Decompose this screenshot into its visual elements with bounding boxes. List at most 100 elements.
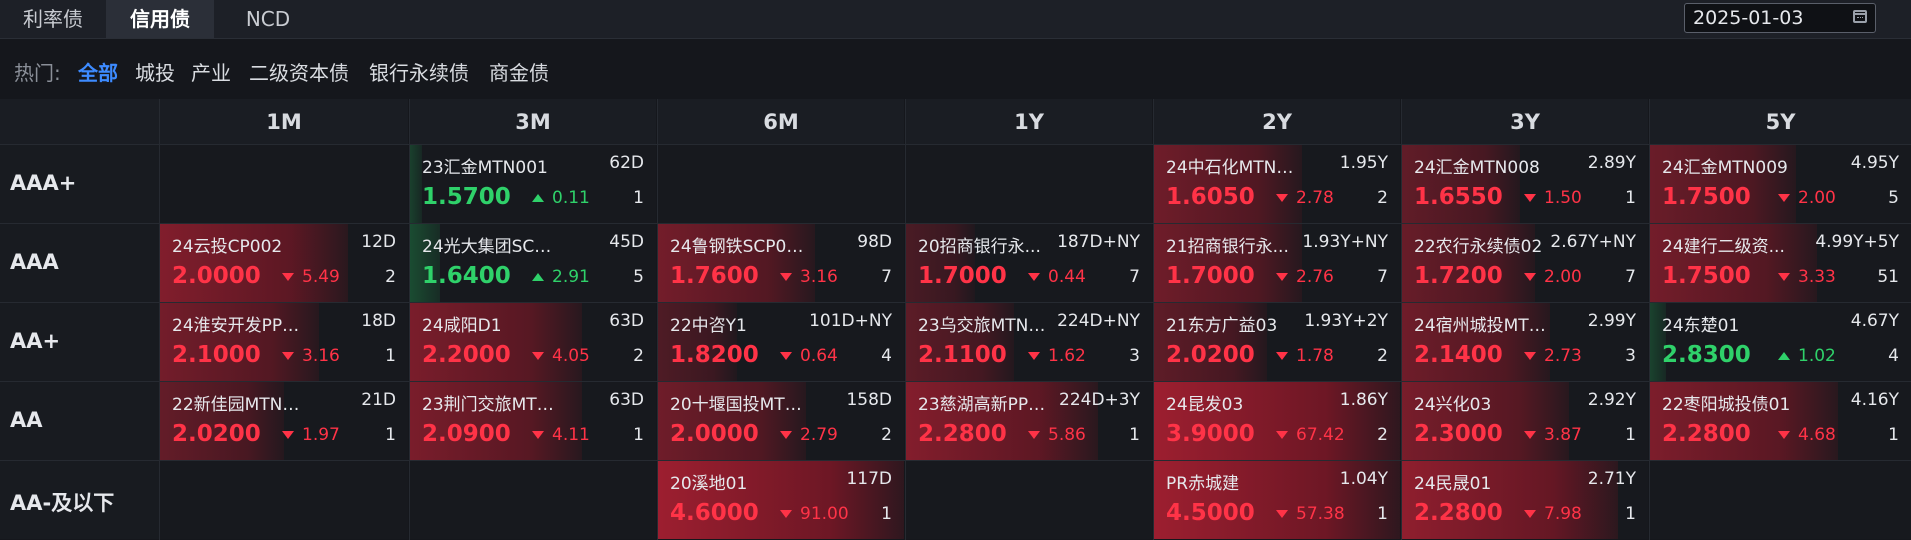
heat-bar [906, 224, 975, 302]
hot-filter-commercial-financial[interactable]: 商金债 [489, 61, 549, 85]
grid-divider [0, 460, 1911, 461]
rating-row-header: AAA [0, 224, 160, 302]
bond-name: 20招商银行永... [918, 237, 1041, 257]
hot-filter-all[interactable]: 全部 [78, 61, 118, 85]
bond-term: 45D [609, 232, 644, 252]
bond-quote-cell[interactable]: PR赤城建 1.04Y 4.5000 57.38 1 [1154, 461, 1400, 539]
tab-ncd[interactable]: NCD [245, 7, 291, 31]
yield-change: 4.11 [532, 425, 590, 445]
yield-change: 7.98 [1524, 504, 1582, 524]
hot-filter-industry[interactable]: 产业 [191, 61, 231, 85]
bond-quote-cell[interactable]: 24中石化MTN003 1.95Y 1.6050 2.78 2 [1154, 145, 1400, 223]
yield-change-value: 1.78 [1296, 346, 1334, 366]
bond-quote-cell[interactable]: 23汇金MTN001 62D 1.5700 0.11 1 [410, 145, 656, 223]
bond-term: 4.16Y [1850, 390, 1899, 410]
bond-quote-cell[interactable]: 23乌交旅MTN001 224D+NY 2.1100 1.62 3 [906, 303, 1152, 381]
bond-quote-cell[interactable]: 24淮安开发PPN004 18D 2.1000 3.16 1 [160, 303, 408, 381]
bond-quote-cell[interactable]: 21招商银行永... 1.93Y+NY 1.7000 2.76 7 [1154, 224, 1400, 302]
yield-change: 2.76 [1276, 267, 1334, 287]
bond-quote-cell[interactable]: 23荆门交旅MTN002 63D 2.0900 4.11 1 [410, 382, 656, 460]
bond-quote-cell[interactable]: 24光大集团SCP003 45D 1.6400 2.91 5 [410, 224, 656, 302]
yield-change: 3.33 [1778, 267, 1836, 287]
bond-quote-cell[interactable]: 24建行二级资... 4.99Y+5Y 1.7500 3.33 51 [1650, 224, 1911, 302]
bond-term: 101D+NY [809, 311, 892, 331]
hot-filter-bank-perpetual[interactable]: 银行永续债 [369, 61, 469, 85]
empty-cell [658, 145, 904, 223]
bond-quote-cell[interactable]: 24咸阳D1 63D 2.2000 4.05 2 [410, 303, 656, 381]
hot-filter-bar: 热门: 全部 城投 产业 二级资本债 银行永续债 商金债 [0, 39, 1911, 99]
calendar-icon[interactable] [1853, 10, 1867, 23]
trade-count: 2 [385, 267, 396, 287]
heat-bar [906, 303, 1015, 381]
heat-bar [410, 303, 583, 381]
rating-label: AA-及以下 [10, 491, 115, 515]
bond-yield: 1.7600 [670, 263, 759, 289]
arrow-down-icon [532, 431, 544, 439]
trade-count: 5 [633, 267, 644, 287]
bond-quote-cell[interactable]: 24汇金MTN009 4.95Y 1.7500 2.00 5 [1650, 145, 1911, 223]
bond-name: 24建行二级资... [1662, 237, 1785, 257]
bond-term: 224D+3Y [1059, 390, 1140, 410]
bond-quote-cell[interactable]: 24云投CP002 12D 2.0000 5.49 2 [160, 224, 408, 302]
empty-cell [160, 145, 408, 223]
bond-yield: 2.2800 [918, 421, 1007, 447]
bond-quote-cell[interactable]: 24昆发03 1.86Y 3.9000 67.42 2 [1154, 382, 1400, 460]
bond-quote-cell[interactable]: 20招商银行永... 187D+NY 1.7000 0.44 7 [906, 224, 1152, 302]
yield-change-value: 2.91 [552, 267, 590, 287]
arrow-down-icon [780, 273, 792, 281]
bond-quote-cell[interactable]: 24兴化03 2.92Y 2.3000 3.87 1 [1402, 382, 1648, 460]
yield-change-value: 91.00 [800, 504, 849, 524]
bond-name: 24咸阳D1 [422, 316, 502, 336]
arrow-down-icon [1524, 194, 1536, 202]
bond-quote-cell[interactable]: 24汇金MTN008 2.89Y 1.6550 1.50 1 [1402, 145, 1648, 223]
bond-name: 24淮安开发PPN004 [172, 316, 310, 336]
trade-count: 2 [881, 425, 892, 445]
yield-change-value: 0.11 [552, 188, 590, 208]
arrow-down-icon [1028, 431, 1040, 439]
bond-quote-cell[interactable]: 24鲁钢铁SCP007 98D 1.7600 3.16 7 [658, 224, 904, 302]
bond-quote-cell[interactable]: 20溪地01 117D 4.6000 91.00 1 [658, 461, 904, 539]
bond-quote-cell[interactable]: 24宿州城投MTN001 2.99Y 2.1400 2.73 3 [1402, 303, 1648, 381]
bond-quote-cell[interactable]: 21东方广益03 1.93Y+2Y 2.0200 1.78 2 [1154, 303, 1400, 381]
tab-credit-bond[interactable]: 信用债 [106, 0, 214, 38]
bond-term: 2.67Y+NY [1550, 232, 1636, 252]
bond-quote-cell[interactable]: 20十堰国投MTN001 158D 2.0000 2.79 2 [658, 382, 904, 460]
bond-yield: 1.6550 [1414, 184, 1503, 210]
arrow-down-icon [282, 431, 294, 439]
bond-quote-cell[interactable]: 24民晟01 2.71Y 2.2800 7.98 1 [1402, 461, 1648, 539]
arrow-down-icon [282, 352, 294, 360]
empty-cell [160, 461, 408, 539]
bond-quote-cell[interactable]: 22农行永续债02 2.67Y+NY 1.7200 2.00 7 [1402, 224, 1648, 302]
rating-label: AA [10, 408, 43, 432]
yield-change-value: 67.42 [1296, 425, 1345, 445]
bond-term: 187D+NY [1057, 232, 1140, 252]
bond-quote-cell[interactable]: 24东楚01 4.67Y 2.8300 1.02 4 [1650, 303, 1911, 381]
grid-divider [159, 99, 160, 540]
bond-name: 23乌交旅MTN001 [918, 316, 1054, 336]
heat-bar [1154, 303, 1268, 381]
yield-change: 1.97 [282, 425, 340, 445]
heat-bar [1402, 303, 1550, 381]
yield-change-value: 4.68 [1798, 425, 1836, 445]
hot-filter-city-investment[interactable]: 城投 [135, 61, 175, 85]
bond-name: 24汇金MTN008 [1414, 158, 1540, 178]
grid-divider [409, 99, 410, 540]
grid-divider [1401, 99, 1402, 540]
hot-filter-tier2-capital[interactable]: 二级资本债 [249, 61, 349, 85]
bond-quote-cell[interactable]: 22中咨Y1 101D+NY 1.8200 0.64 4 [658, 303, 904, 381]
date-picker[interactable]: 2025-01-03 [1684, 3, 1876, 33]
trade-count: 1 [1888, 425, 1899, 445]
yield-change-value: 1.97 [302, 425, 340, 445]
trade-count: 3 [1625, 346, 1636, 366]
arrow-up-icon [532, 194, 544, 202]
tab-rate-bond[interactable]: 利率债 [23, 7, 83, 31]
column-header-3y: 3Y [1402, 99, 1648, 145]
rating-label: AA+ [10, 329, 61, 353]
bond-quote-cell[interactable]: 22枣阳城投债01 4.16Y 2.2800 4.68 1 [1650, 382, 1911, 460]
arrow-up-icon [532, 273, 544, 281]
bond-quote-cell[interactable]: 23慈湖高新PPN... 224D+3Y 2.2800 5.86 1 [906, 382, 1152, 460]
yield-change: 2.00 [1778, 188, 1836, 208]
bond-yield: 1.7000 [918, 263, 1007, 289]
arrow-down-icon [282, 273, 294, 281]
bond-quote-cell[interactable]: 22新佳园MTN001 21D 2.0200 1.97 1 [160, 382, 408, 460]
